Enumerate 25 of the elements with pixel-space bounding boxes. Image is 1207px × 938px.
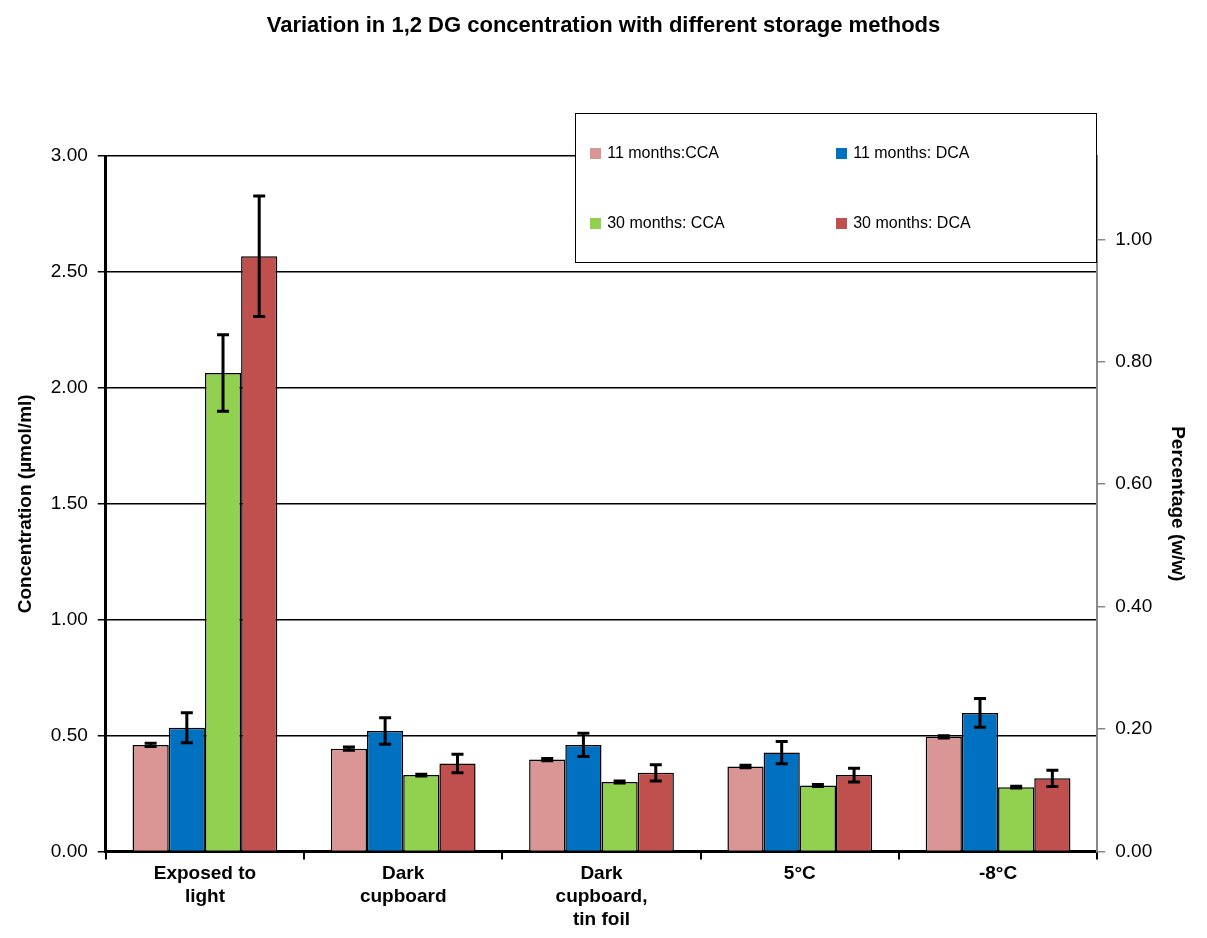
y-tick-label: 0.00	[50, 839, 88, 861]
y2-tick-label: 1.00	[1115, 227, 1153, 249]
y-axis-title: Concentration (µmol/ml)	[13, 394, 35, 614]
x-tick-label: Dark cupboard	[359, 862, 447, 907]
x-tick-label: -8°C	[978, 862, 1018, 884]
x-tick-label: Dark cupboard, tin foil	[555, 862, 648, 929]
legend-label: 30 months: CCA	[607, 214, 725, 232]
y2-axis-title: Percentage (w/w)	[1168, 426, 1190, 582]
y-tick-label: 1.00	[50, 607, 88, 629]
y2-tick-label: 0.00	[1115, 839, 1153, 861]
y2-tick-label: 0.80	[1115, 349, 1153, 371]
y-tick-label: 2.50	[50, 260, 88, 282]
x-tick-label: Exposed to light	[153, 862, 257, 907]
x-tick-label: 5°C	[783, 862, 817, 884]
y-tick-label: 0.50	[50, 723, 88, 745]
y2-tick-label: 0.60	[1115, 472, 1153, 494]
y-tick-label: 1.50	[50, 492, 88, 514]
legend-label: 30 months: DCA	[853, 214, 971, 232]
chart-title: Variation in 1,2 DG concentration with different storage methods	[265, 12, 942, 38]
y-tick-label: 3.00	[50, 144, 88, 166]
y2-tick-label: 0.20	[1115, 717, 1153, 739]
y2-tick-label: 0.40	[1115, 594, 1153, 616]
legend-label: 11 months:CCA	[607, 144, 719, 162]
legend-label: 11 months: DCA	[853, 144, 970, 162]
y-tick-label: 2.00	[50, 376, 88, 398]
